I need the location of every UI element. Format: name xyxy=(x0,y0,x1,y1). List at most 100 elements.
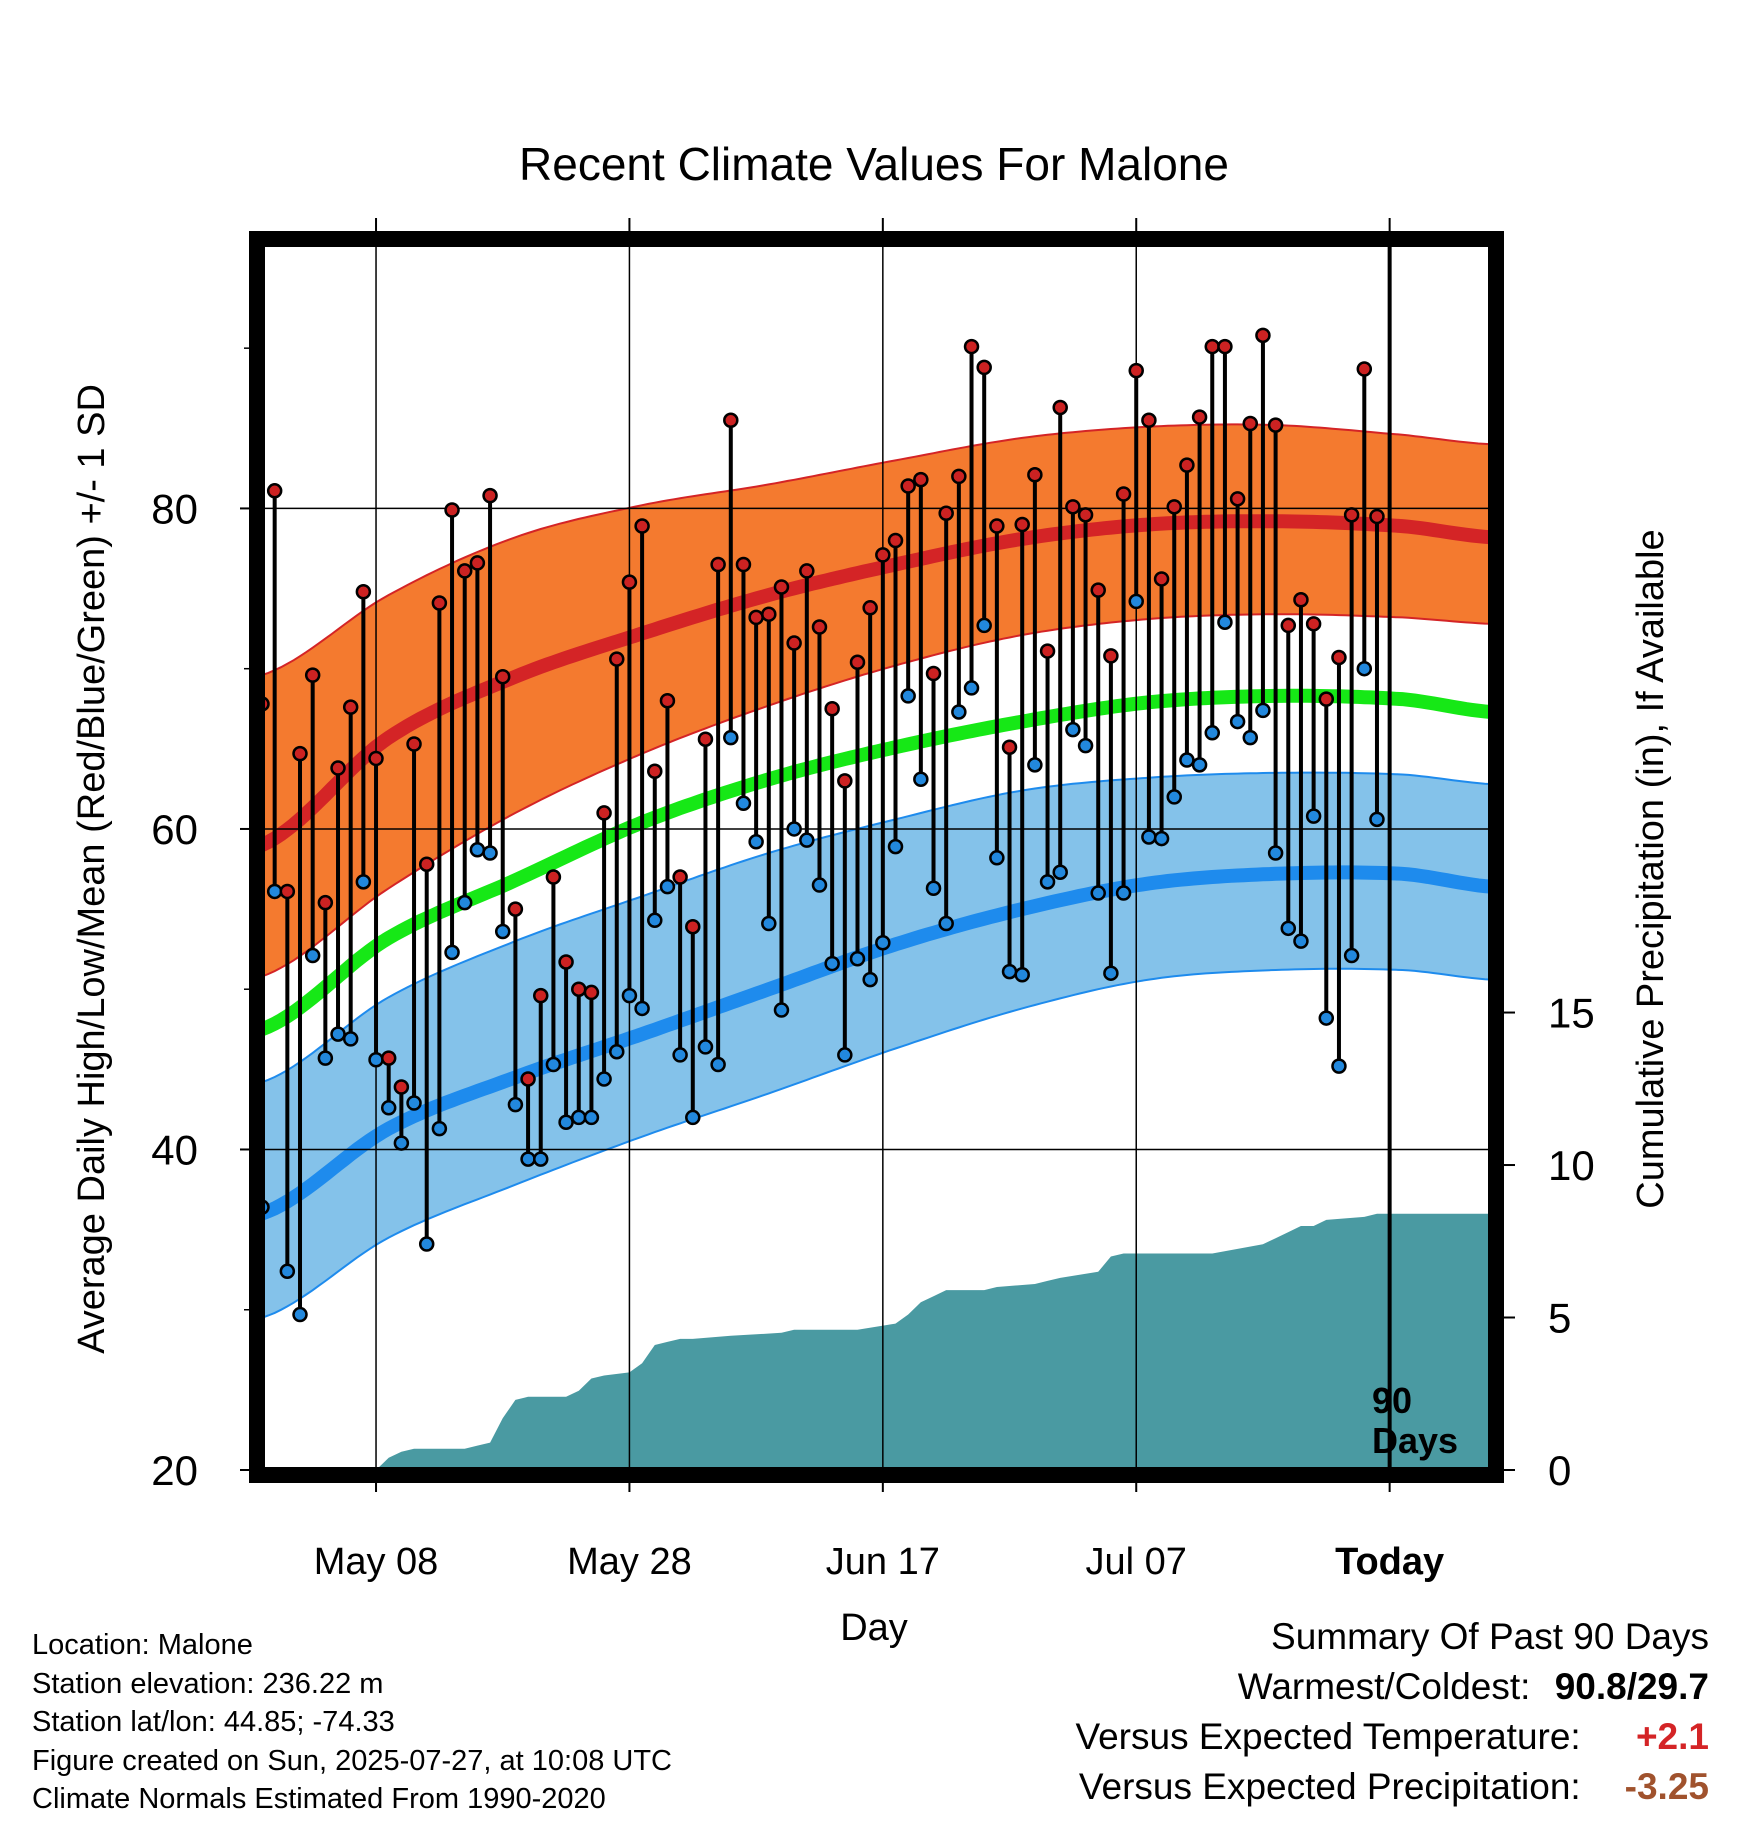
daily-high-point xyxy=(951,468,967,485)
daily-low-point xyxy=(723,729,739,746)
elevation-text: Station elevation: 236.22 m xyxy=(32,1667,384,1700)
high-lower-edge xyxy=(262,613,1491,978)
daily-high-point xyxy=(596,805,612,821)
daily-low-point xyxy=(786,821,802,837)
daily-high-point xyxy=(393,1079,410,1095)
warm-cold-value: 90.8/29.7 xyxy=(1554,1666,1709,1707)
high-upper-edge xyxy=(262,423,1491,677)
daily-low-point xyxy=(266,883,283,900)
daily-high-point xyxy=(634,518,650,534)
daily-high-point xyxy=(1293,592,1309,608)
daily-high-point xyxy=(520,1071,536,1087)
daily-low-point xyxy=(837,1047,853,1063)
daily-high-point xyxy=(1179,457,1195,473)
daily-high-point xyxy=(368,750,384,767)
daily-low-point xyxy=(1305,808,1322,824)
daily-high-point xyxy=(799,563,815,579)
x-tick-label: May 08 xyxy=(314,1541,439,1583)
daily-high-point xyxy=(723,412,739,429)
y-tick-label: 80 xyxy=(151,485,198,532)
daily-low-point xyxy=(1052,864,1068,880)
daily-high-point xyxy=(431,595,448,611)
daily-low-point xyxy=(1318,1010,1335,1026)
y2-tick-label: 0 xyxy=(1548,1447,1571,1494)
daily-high-point xyxy=(583,984,600,1001)
daily-low-point xyxy=(887,838,904,855)
daily-low-point xyxy=(697,1039,714,1055)
daily-high-point xyxy=(887,532,904,549)
daily-low-point xyxy=(317,1050,334,1066)
daily-low-point xyxy=(507,1096,524,1113)
daily-high-point xyxy=(1229,491,1246,507)
daily-low-point xyxy=(558,1114,574,1130)
high-mean-line xyxy=(262,514,1491,852)
daily-high-point xyxy=(773,579,790,595)
summary-panel: Summary Of Past 90 Days Warmest/Coldest:… xyxy=(1075,1612,1709,1812)
daily-high-point xyxy=(456,563,473,579)
y2-tick-label: 10 xyxy=(1548,1142,1595,1189)
normals-text: Climate Normals Estimated From 1990-2020 xyxy=(32,1783,606,1815)
precip-value: -3.25 xyxy=(1624,1766,1709,1807)
y-tick-label: 20 xyxy=(151,1447,198,1494)
daily-high-point xyxy=(963,338,980,355)
summary-temp: Versus Expected Temperature: +2.1 xyxy=(1075,1712,1709,1762)
daily-high-point xyxy=(1103,648,1119,664)
daily-low-point xyxy=(685,1109,701,1126)
daily-low-point xyxy=(330,1026,346,1042)
daily-high-point xyxy=(482,487,498,504)
daily-high-point xyxy=(786,635,802,651)
daily-high-point xyxy=(1039,643,1056,659)
daily-low-point xyxy=(900,688,916,704)
daily-high-point xyxy=(761,606,777,622)
daily-high-point xyxy=(279,883,296,900)
daily-high-point xyxy=(1001,739,1018,755)
daily-low-point xyxy=(1343,947,1360,964)
daily-high-point xyxy=(1267,417,1284,433)
low-lower-edge xyxy=(262,967,1491,1319)
daily-low-point xyxy=(1331,1058,1347,1074)
daily-low-point xyxy=(596,1071,612,1087)
daily-high-point xyxy=(545,869,562,885)
daily-low-point xyxy=(304,947,321,964)
daily-low-point xyxy=(659,878,676,895)
daily-high-point xyxy=(1077,507,1094,523)
daily-high-point xyxy=(1115,486,1132,502)
daily-low-point xyxy=(1179,752,1195,768)
daily-high-point xyxy=(1014,516,1030,533)
daily-low-point xyxy=(1217,614,1233,630)
y2-axis-label: Cumulative Precipitation (in), If Availa… xyxy=(1630,529,1672,1208)
daily-low-point xyxy=(292,1306,308,1323)
daily-low-point xyxy=(380,1100,397,1116)
daily-low-point xyxy=(1356,660,1373,677)
daily-low-point xyxy=(1255,702,1271,719)
daily-low-point xyxy=(989,850,1005,866)
daily-high-point xyxy=(609,651,625,667)
daily-low-point xyxy=(621,987,638,1004)
daily-high-point xyxy=(342,699,359,715)
daily-high-point xyxy=(1166,499,1182,515)
daily-low-point xyxy=(469,842,486,858)
y-axis-label: Average Daily High/Low/Mean (Red/Blue/Gr… xyxy=(71,384,113,1354)
daily-low-point xyxy=(773,1002,790,1018)
daily-high-point xyxy=(1318,691,1335,707)
daily-low-point xyxy=(913,771,929,788)
daily-high-point xyxy=(1242,415,1259,432)
daily-high-point xyxy=(406,736,422,752)
daily-high-point xyxy=(380,1050,397,1066)
daily-high-point xyxy=(913,471,929,488)
daily-low-point xyxy=(418,1236,435,1252)
daily-low-point xyxy=(976,617,992,634)
daily-low-point xyxy=(1027,757,1043,773)
daily-low-point xyxy=(1204,725,1221,741)
daily-high-point xyxy=(444,502,460,518)
created-text: Figure created on Sun, 2025-07-27, at 10… xyxy=(32,1744,672,1777)
daily-low-point xyxy=(1115,885,1132,901)
daily-low-point xyxy=(279,1263,296,1280)
daily-low-point xyxy=(1103,965,1119,981)
daily-high-point xyxy=(1141,412,1157,429)
daily-high-point xyxy=(811,619,828,635)
daily-low-point xyxy=(849,951,866,967)
daily-high-point xyxy=(1369,508,1385,525)
daily-high-point xyxy=(266,483,283,499)
